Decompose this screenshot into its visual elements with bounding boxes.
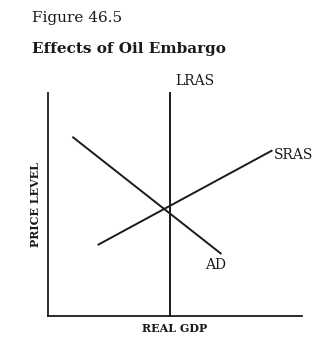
Text: SRAS: SRAS bbox=[274, 148, 314, 162]
Text: Figure 46.5: Figure 46.5 bbox=[32, 11, 122, 25]
Text: Effects of Oil Embargo: Effects of Oil Embargo bbox=[32, 42, 226, 56]
X-axis label: REAL GDP: REAL GDP bbox=[142, 323, 208, 334]
Text: AD: AD bbox=[205, 258, 226, 272]
Text: LRAS: LRAS bbox=[175, 74, 214, 88]
Y-axis label: PRICE LEVEL: PRICE LEVEL bbox=[30, 162, 41, 247]
